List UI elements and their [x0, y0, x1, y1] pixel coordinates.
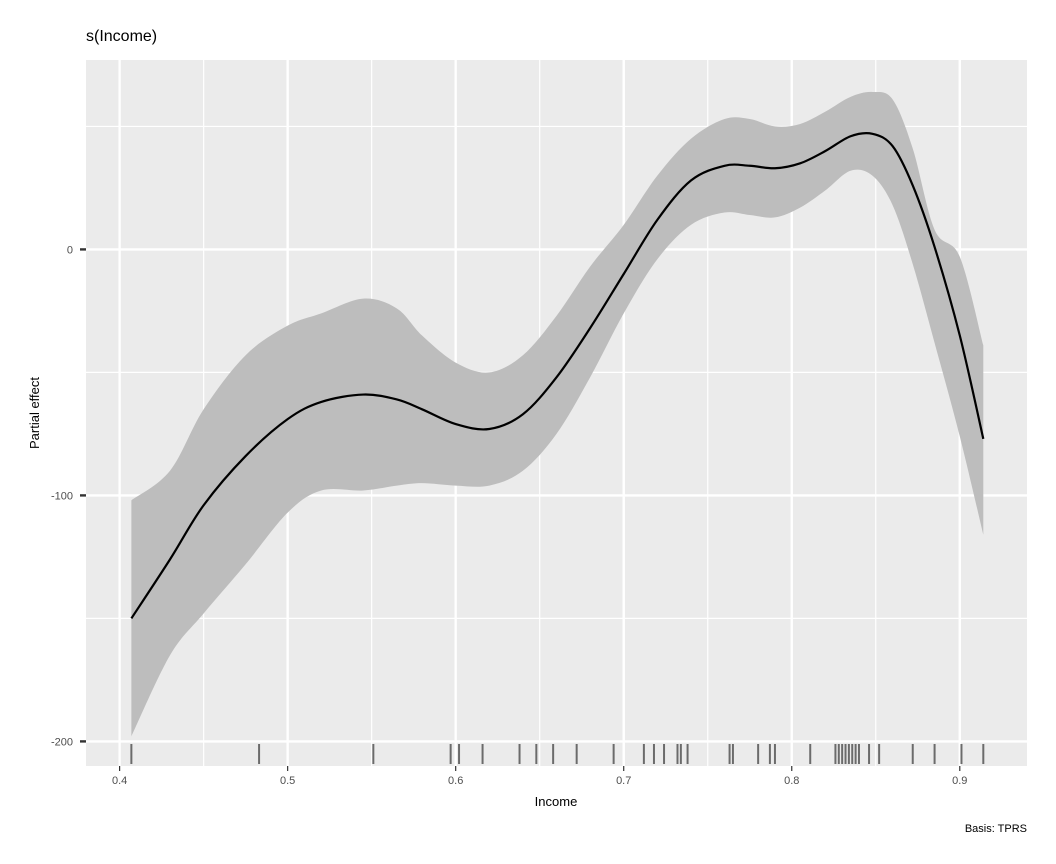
confidence-band [131, 91, 984, 737]
y-tick-label: -200 [51, 736, 73, 748]
x-tick-label: 0.8 [784, 775, 799, 787]
x-tick-label: 0.7 [616, 775, 631, 787]
chart-title: s(Income) [86, 28, 157, 45]
confidence-band-layer [131, 91, 984, 737]
rug-layer [130, 744, 985, 764]
x-tick-label: 0.6 [448, 775, 463, 787]
x-tick-label: 0.4 [112, 775, 127, 787]
x-axis-label: Income [535, 794, 578, 809]
chart-caption: Basis: TPRS [965, 823, 1027, 835]
x-tick-label: 0.5 [280, 775, 295, 787]
y-axis-label: Partial effect [27, 377, 42, 449]
smooth-line-layer [130, 131, 985, 620]
x-tick-label: 0.9 [952, 775, 967, 787]
y-axis: 0 -100 -200 [51, 244, 86, 748]
y-tick-label: -100 [51, 490, 73, 502]
smooth-fit-line [130, 131, 985, 620]
x-axis: 0.4 0.5 0.6 0.7 0.8 0.9 [112, 766, 967, 787]
y-tick-label: 0 [67, 244, 73, 256]
